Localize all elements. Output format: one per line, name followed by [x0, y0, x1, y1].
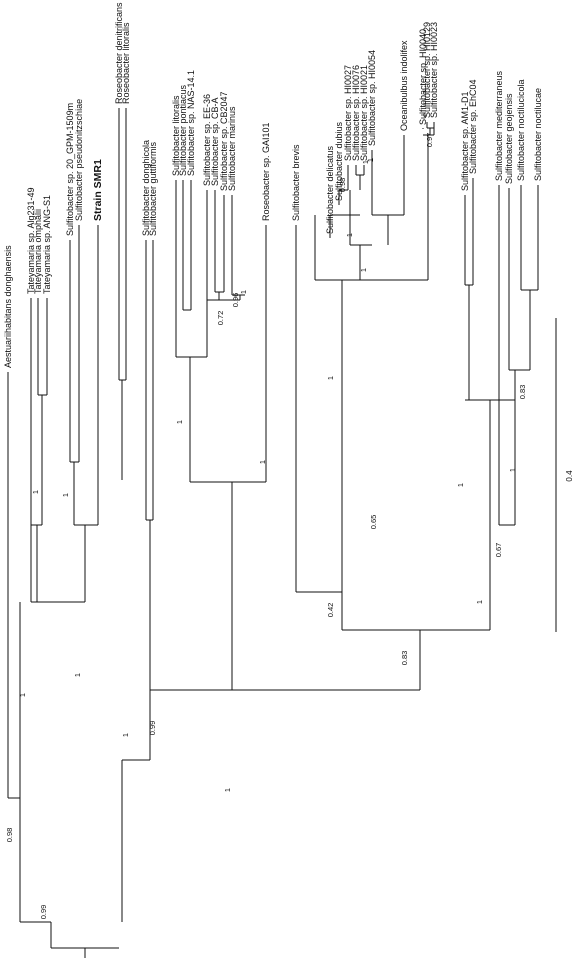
taxon-label: Sulfitobacter noctilucicola: [516, 79, 526, 181]
support-value: 1: [361, 160, 370, 164]
tree-branches: [7, 108, 539, 958]
support-value: 0.83: [400, 651, 409, 666]
taxon-label: Roseobacter denitrificans: [114, 2, 124, 104]
taxon-label: Roseobacter litoralis: [121, 22, 131, 104]
taxon-label: Sulfitobacter sp. 20_GPM-1509m: [65, 103, 75, 236]
taxon-label: Sulfitobacter sp. EE-36: [202, 94, 212, 186]
support-value: 0.99: [39, 905, 48, 920]
taxon-label: Sulfitobacter sp. HI0129: [422, 22, 432, 118]
support-value: 0.96: [231, 293, 240, 308]
taxon-label: Sulfitobacter marinus: [227, 106, 237, 191]
support-value: 1: [475, 600, 484, 604]
support-value: 1: [223, 788, 232, 792]
taxon-label: Sulfitobacter sp. HI0021: [359, 65, 369, 161]
taxon-label: Sulfitobacter donghicola: [141, 140, 151, 236]
support-value: 0.98: [5, 828, 14, 843]
taxon-label: Sulfitobacter sp. CB-A: [210, 97, 220, 186]
support-value: 1: [121, 733, 130, 737]
support-value: 1: [239, 290, 248, 294]
support-value: 1: [175, 420, 184, 424]
taxon-label: Sulfitobacter brevis: [291, 144, 301, 221]
support-value: 0.65: [369, 515, 378, 530]
taxon-label: Sulfitobacter sp. HI0027: [343, 65, 353, 161]
support-value: 1: [73, 673, 82, 677]
taxon-label: Sulfitobacter geojensis: [504, 93, 514, 184]
support-value: 1: [326, 376, 335, 380]
support-value: 0.72: [216, 311, 225, 326]
scale-bar: 0.4: [555, 318, 573, 632]
taxon-label: Sulfitobacter sp. CB2047: [219, 91, 229, 191]
support-value: 0.42: [326, 603, 335, 618]
support-values: 0.990.981111110.99110.830.4210.720.9610.…: [5, 133, 527, 920]
taxon-label: Sulfitobacter guttiformis: [148, 141, 158, 236]
support-value: 1: [31, 490, 40, 494]
support-value: 1: [366, 158, 375, 162]
taxon-label: Sulfitobacter sp. NAS-14.1: [186, 70, 196, 176]
taxon-label: Sulfitobacter sp. AM1-D1: [460, 91, 470, 191]
taxon-labels: Aestuariihabitans donghaensis Tateyamaria…: [3, 2, 543, 368]
taxon-label: Roseobacter sp. GAI101: [261, 122, 271, 221]
taxon-label: Sulfitobacter litoralis: [171, 95, 181, 176]
taxon-label: Tateyamaria sp. Alg231-49: [26, 187, 36, 294]
taxon-label: Tateyamaria sp. ANG-S1: [42, 195, 52, 294]
taxon-label: Aestuariihabitans donghaensis: [3, 245, 13, 368]
support-value: 1: [359, 268, 368, 272]
support-value: 1: [258, 460, 267, 464]
support-value: 1: [61, 493, 70, 497]
support-value: 1: [18, 693, 27, 697]
taxon-label: Sulfitobacter noctilucae: [533, 88, 543, 181]
taxon-label: Sulfitobacter sp. EhC04: [468, 79, 478, 174]
support-value: 0.99: [148, 721, 157, 736]
taxon-label: Sulfitobacter dubius: [334, 121, 344, 201]
taxon-label: Sulfitobacter pontiacus: [178, 84, 188, 176]
taxon-label: Sulfitobacter sp. HI0054: [367, 50, 377, 146]
taxon-label: Oceanibulbus indolifex: [399, 40, 409, 131]
taxon-label: Sulfitobacter delicatus: [325, 145, 335, 234]
support-value: 0.97: [425, 133, 434, 148]
support-value: 0.98: [338, 178, 347, 193]
support-value: 1: [345, 233, 354, 237]
taxon-label: Sulfitobacter sp. HI0040: [418, 29, 428, 125]
support-value: 1: [508, 468, 517, 472]
support-value: 1: [456, 483, 465, 487]
taxon-label: Sulfitobacter sp. HI0023: [429, 22, 439, 118]
taxon-label: Strain SMR1: [92, 159, 104, 221]
support-value: 0.83: [518, 385, 527, 400]
taxon-label: Tateyamaria omphalii: [33, 209, 43, 294]
taxon-label: Sulfitobacter mediterraneus: [494, 70, 504, 181]
scale-bar-label: 0.4: [565, 470, 573, 482]
support-value: 0.67: [494, 543, 503, 558]
taxon-label: Sulfitobacter pseudonitzschiae: [74, 99, 84, 221]
taxon-label: Sulfitobacter sp. HI0076: [351, 65, 361, 161]
